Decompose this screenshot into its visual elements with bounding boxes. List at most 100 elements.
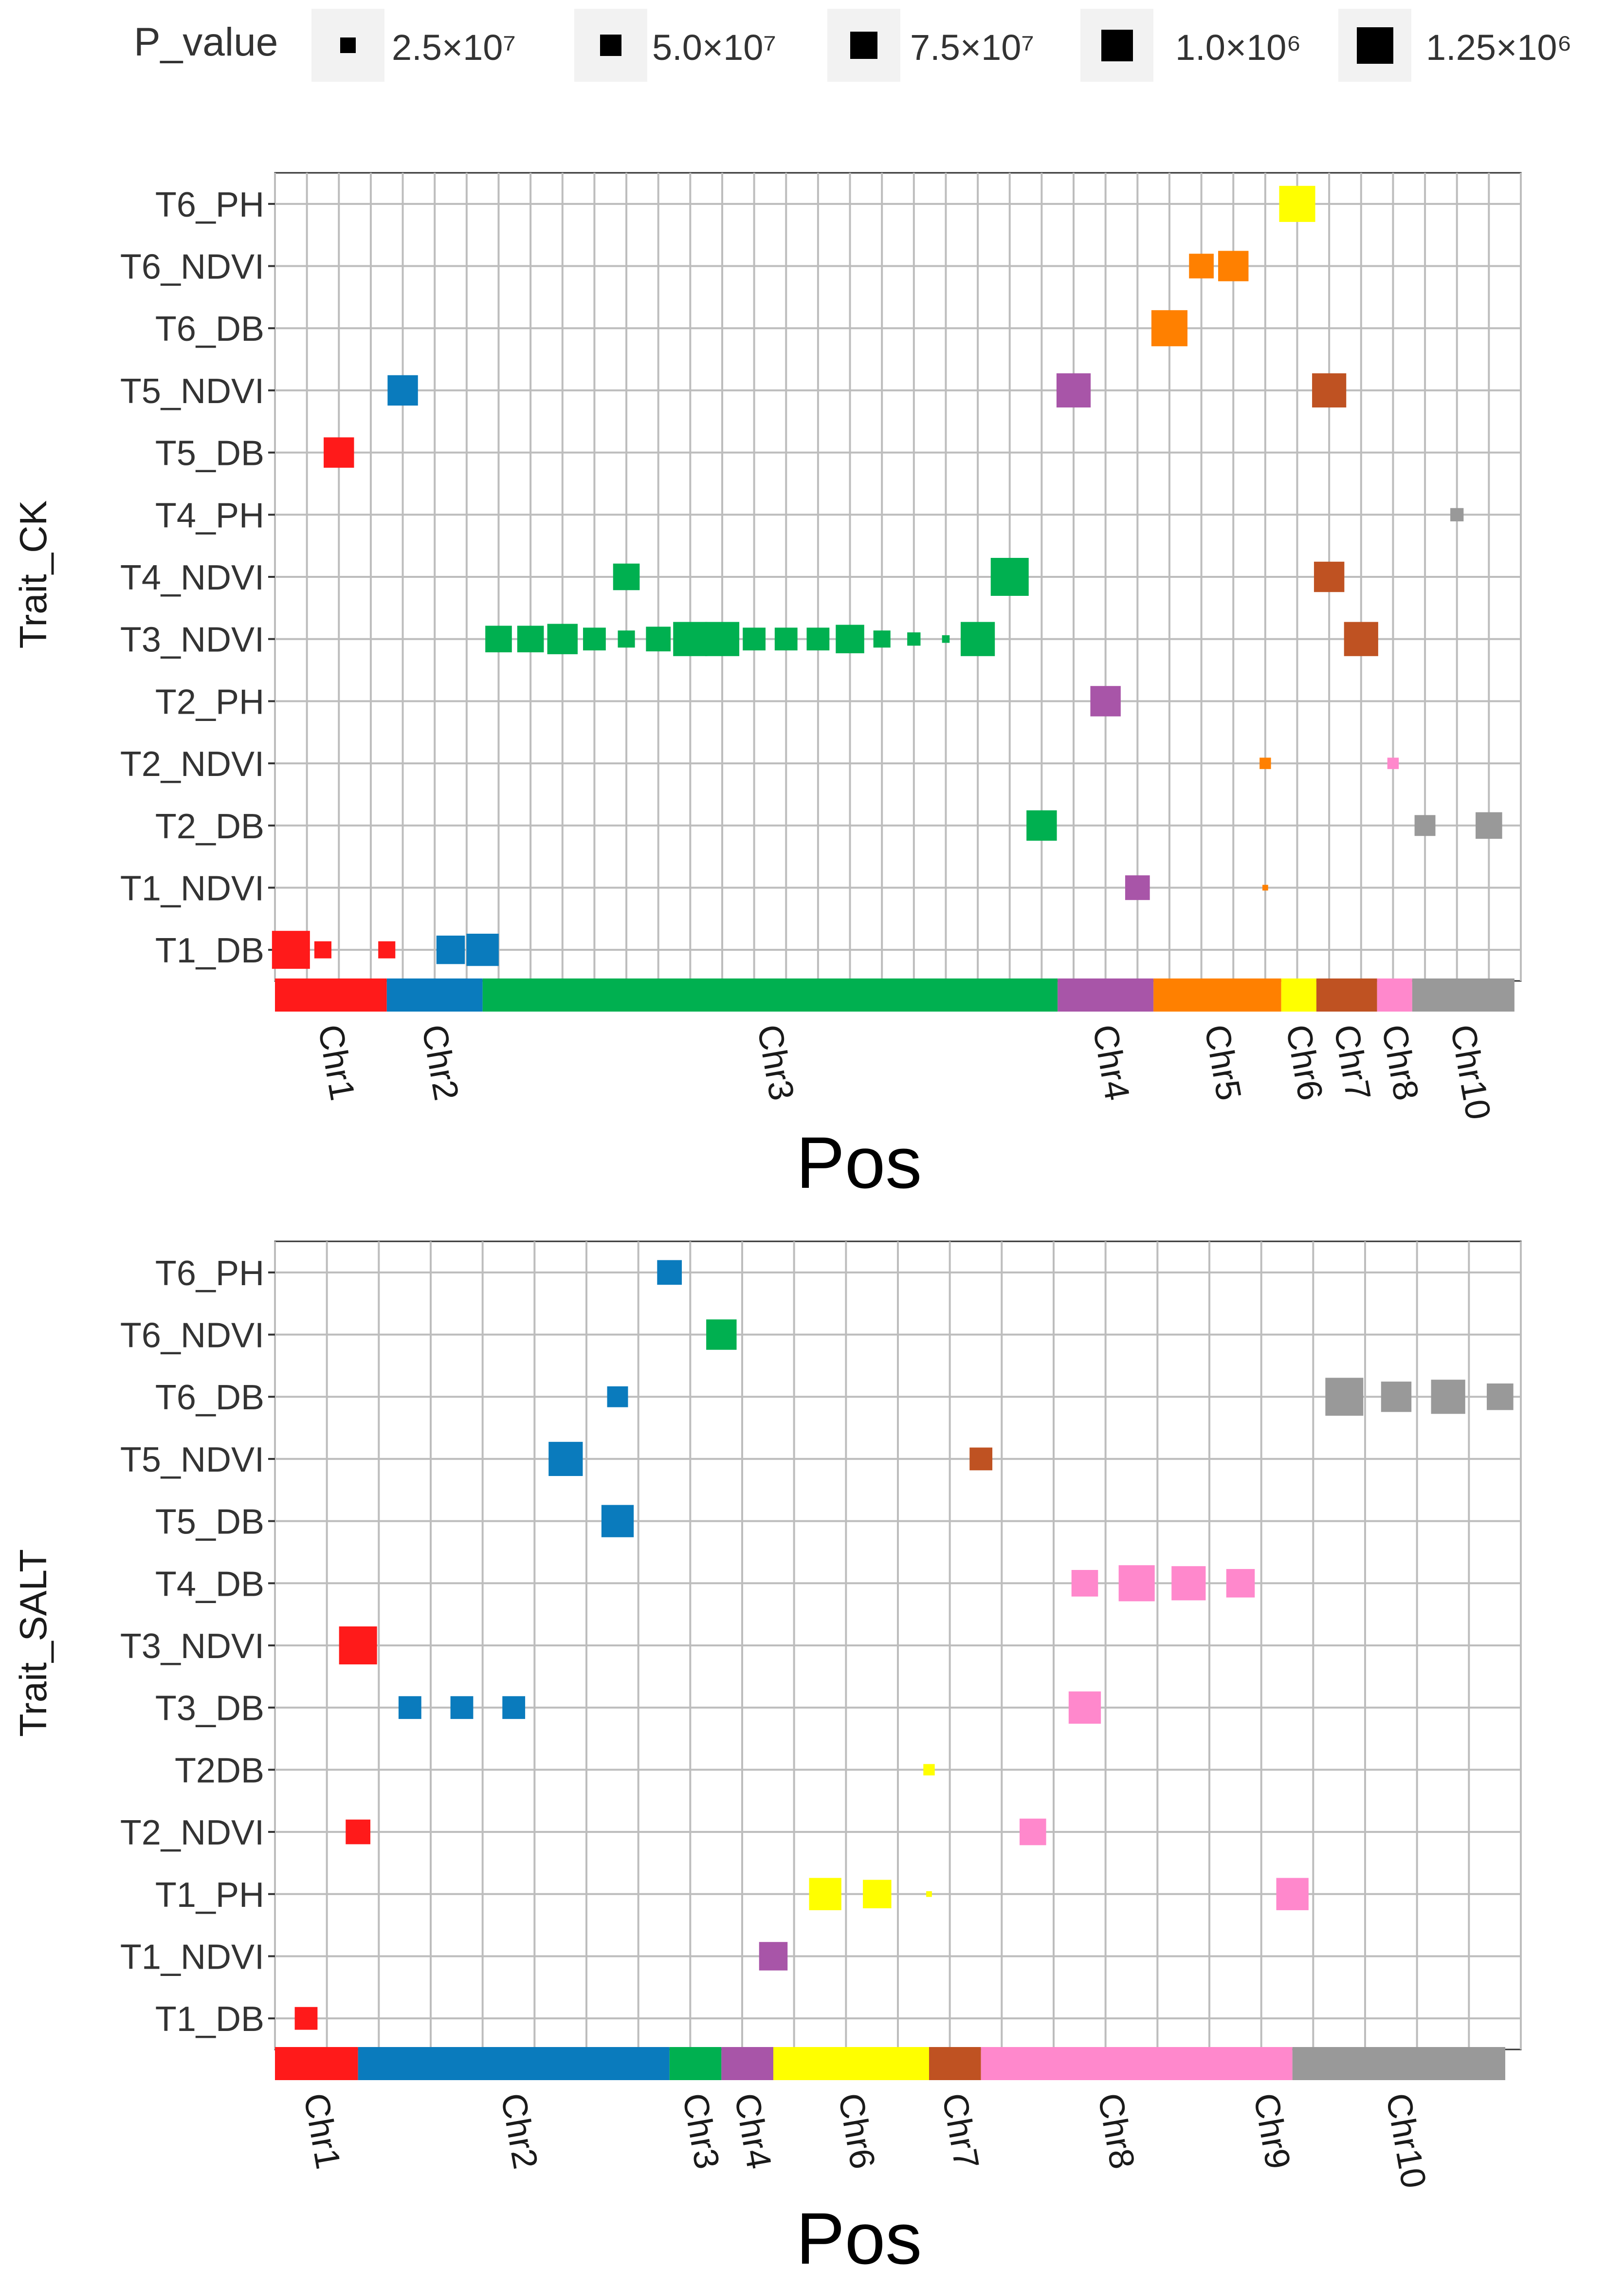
data-point — [836, 625, 864, 653]
data-point — [1487, 1383, 1514, 1410]
chromosome-band — [1316, 978, 1377, 1012]
data-point — [706, 1319, 737, 1350]
chart-trait-ck: T1_DB T1_NDVI T2_DB T2_NDVI T2_PH T3_NDVI T4_N… — [12, 172, 1522, 1203]
data-point — [339, 1626, 377, 1664]
y-axis-title: Trait_SALT — [12, 1549, 55, 1737]
data-point — [863, 1880, 892, 1909]
data-point — [1125, 875, 1150, 900]
y-tick-label: T6_DB — [155, 310, 264, 349]
legend-square-3 — [850, 32, 877, 59]
x-tick-label: Chr3 — [750, 1022, 802, 1104]
y-tick-label: T5_NDVI — [120, 1440, 264, 1479]
legend-label-3: 7.5×10⁷ — [910, 27, 1035, 68]
x-axis-title: Pos — [796, 1122, 922, 1203]
data-point — [926, 1891, 932, 1897]
data-point — [547, 624, 578, 654]
chromosome-band — [721, 2047, 773, 2080]
y-tick-label: T1_DB — [155, 2000, 264, 2039]
x-tick-label: Chr4 — [1085, 1022, 1137, 1104]
x-tick-label: Chr5 — [1197, 1022, 1249, 1104]
chromosome-band — [386, 978, 483, 1012]
legend-key-5 — [1338, 9, 1411, 82]
data-point — [1071, 1570, 1098, 1597]
chromosome-band — [1281, 978, 1316, 1012]
data-point — [1276, 1878, 1309, 1910]
y-tick-label: T2_PH — [155, 683, 264, 721]
y-tick-label: T1_NDVI — [120, 1937, 264, 1976]
legend-label-5: 1.25×10⁶ — [1426, 27, 1572, 68]
chromosome-band — [1377, 978, 1412, 1012]
y-tick-label: T5_DB — [155, 434, 264, 473]
data-point — [1020, 1818, 1046, 1845]
data-point — [294, 2007, 318, 2030]
data-point — [502, 1696, 526, 1719]
data-point — [618, 630, 635, 648]
legend-key-1 — [311, 9, 384, 82]
data-point — [1312, 373, 1347, 408]
chromosome-band — [1153, 978, 1281, 1012]
y-tick-label: T1_DB — [155, 931, 264, 970]
legend-label-4: 1.0×10⁶ — [1175, 27, 1301, 68]
y-tick-label: T1_NDVI — [120, 869, 264, 908]
data-point — [272, 931, 310, 969]
data-point — [646, 627, 671, 652]
data-point — [907, 632, 921, 646]
x-axis-title: Pos — [796, 2197, 922, 2279]
data-point — [806, 627, 830, 651]
data-point — [398, 1696, 421, 1719]
legend-square-4 — [1101, 30, 1133, 61]
data-point — [1314, 561, 1345, 592]
chromosome-band — [275, 978, 387, 1012]
x-tick-label: Chr6 — [831, 2090, 882, 2172]
y-tick-label: T2_NDVI — [120, 1813, 264, 1852]
data-point — [466, 934, 499, 966]
data-point — [1171, 1566, 1206, 1601]
y-tick-label: T6_DB — [155, 1378, 264, 1417]
x-tick-label: Chr10 — [1379, 2090, 1434, 2191]
data-point — [1259, 757, 1271, 769]
data-point — [673, 622, 708, 656]
x-tick-label: Chr9 — [1246, 2090, 1298, 2172]
chromosome-band — [929, 2047, 981, 2080]
data-point — [378, 941, 396, 959]
legend-square-5 — [1357, 27, 1393, 64]
data-point — [774, 627, 798, 651]
y-tick-label: T4_NDVI — [120, 558, 264, 597]
data-point — [485, 626, 512, 652]
y-tick-label: T6_PH — [155, 185, 264, 224]
x-tick-label: Chr7 — [935, 2090, 986, 2172]
y-tick-label: T1_PH — [155, 1876, 264, 1915]
chromosome-band — [275, 2047, 358, 2080]
data-point — [1026, 810, 1057, 841]
data-point — [601, 1505, 634, 1537]
data-point — [1090, 686, 1121, 717]
chromosome-band — [981, 2047, 1241, 2080]
data-point — [1344, 622, 1378, 656]
data-point — [1387, 757, 1399, 769]
x-tick-label: Chr8 — [1091, 2090, 1142, 2172]
data-point — [1189, 254, 1214, 278]
data-point — [1118, 1565, 1155, 1602]
y-tick-label: T4_PH — [155, 496, 264, 535]
y-axis-title: Trait_CK — [12, 500, 55, 649]
data-point — [450, 1696, 474, 1719]
chromosome-band — [669, 2047, 722, 2080]
data-point — [1068, 1691, 1101, 1724]
legend-title: P_value — [134, 20, 278, 64]
y-tick-label: T2_DB — [155, 807, 264, 846]
y-tick-label: T6_NDVI — [120, 1316, 264, 1355]
data-point — [314, 941, 332, 959]
data-point — [1325, 1378, 1364, 1416]
data-point — [387, 375, 418, 406]
data-point — [548, 1441, 583, 1476]
legend-square-1 — [340, 37, 356, 53]
x-tick-label: Chr2 — [493, 2090, 545, 2172]
y-tick-label: T6_PH — [155, 1254, 264, 1293]
y-tick-label: T5_NDVI — [120, 372, 264, 411]
y-tick-label: T5_DB — [155, 1503, 264, 1542]
data-point — [436, 935, 465, 964]
data-point — [346, 1819, 371, 1845]
data-point — [1414, 815, 1436, 836]
chromosome-band — [358, 2047, 670, 2080]
legend-square-2 — [600, 35, 621, 56]
